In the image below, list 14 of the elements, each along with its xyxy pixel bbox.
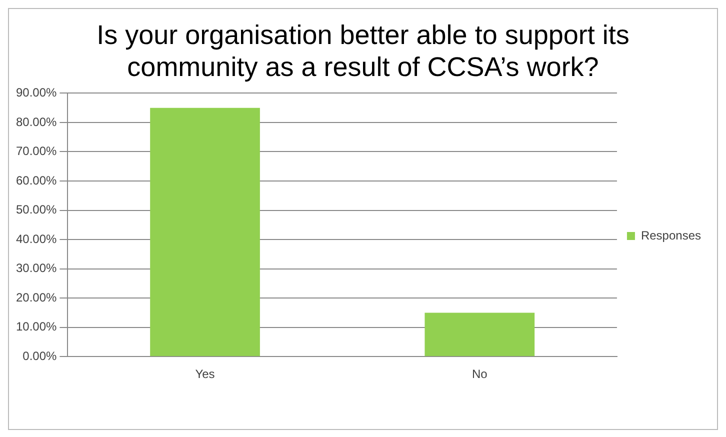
y-tick-label: 60.00%	[16, 173, 58, 188]
y-tick-label: 40.00%	[16, 232, 58, 246]
y-tick-label: 20.00%	[16, 290, 58, 304]
y-tick-label: 10.00%	[16, 320, 58, 334]
y-tick-label: 30.00%	[16, 261, 58, 276]
chart-title: Is your organisation better able to support its community as a result of CCSA’s work?	[96, 19, 630, 83]
y-tick-label: 0.00%	[22, 348, 58, 363]
y-tick-label: 80.00%	[16, 114, 58, 129]
y-tick-label: 70.00%	[16, 144, 58, 158]
x-tick-label: Yes	[195, 367, 215, 382]
x-tick-label: No	[472, 367, 488, 382]
y-tick-label: 90.00%	[16, 86, 58, 100]
y-tick-label: 50.00%	[16, 202, 58, 217]
legend-label: Responses	[640, 228, 702, 242]
